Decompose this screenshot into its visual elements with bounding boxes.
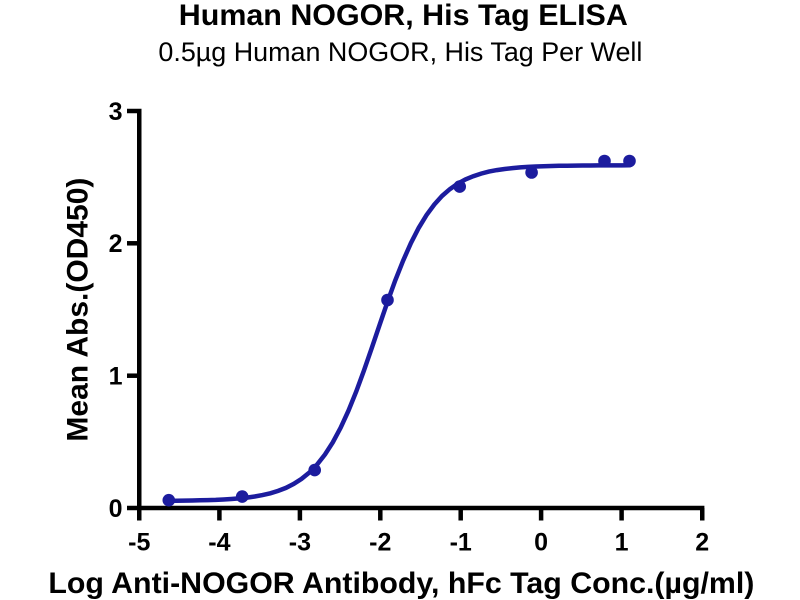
svg-text:-4: -4 xyxy=(208,529,230,557)
svg-text:Mean Abs.(OD450): Mean Abs.(OD450) xyxy=(62,178,95,442)
svg-text:-2: -2 xyxy=(369,529,391,557)
svg-text:2: 2 xyxy=(109,230,123,258)
svg-text:1: 1 xyxy=(615,529,629,557)
svg-text:1: 1 xyxy=(109,363,123,391)
svg-text:3: 3 xyxy=(109,98,123,126)
svg-text:Human NOGOR, His Tag ELISA: Human NOGOR, His Tag ELISA xyxy=(179,0,628,32)
svg-text:0: 0 xyxy=(534,529,548,557)
svg-text:-1: -1 xyxy=(450,529,472,557)
svg-text:-3: -3 xyxy=(289,529,311,557)
svg-text:0.5µg Human NOGOR, His Tag Per: 0.5µg Human NOGOR, His Tag Per Well xyxy=(158,37,642,67)
svg-text:2: 2 xyxy=(695,529,709,557)
svg-text:Log Anti-NOGOR Antibody, hFc T: Log Anti-NOGOR Antibody, hFc Tag Conc.(µ… xyxy=(48,567,754,600)
svg-text:0: 0 xyxy=(109,495,123,523)
svg-text:-5: -5 xyxy=(128,529,150,557)
